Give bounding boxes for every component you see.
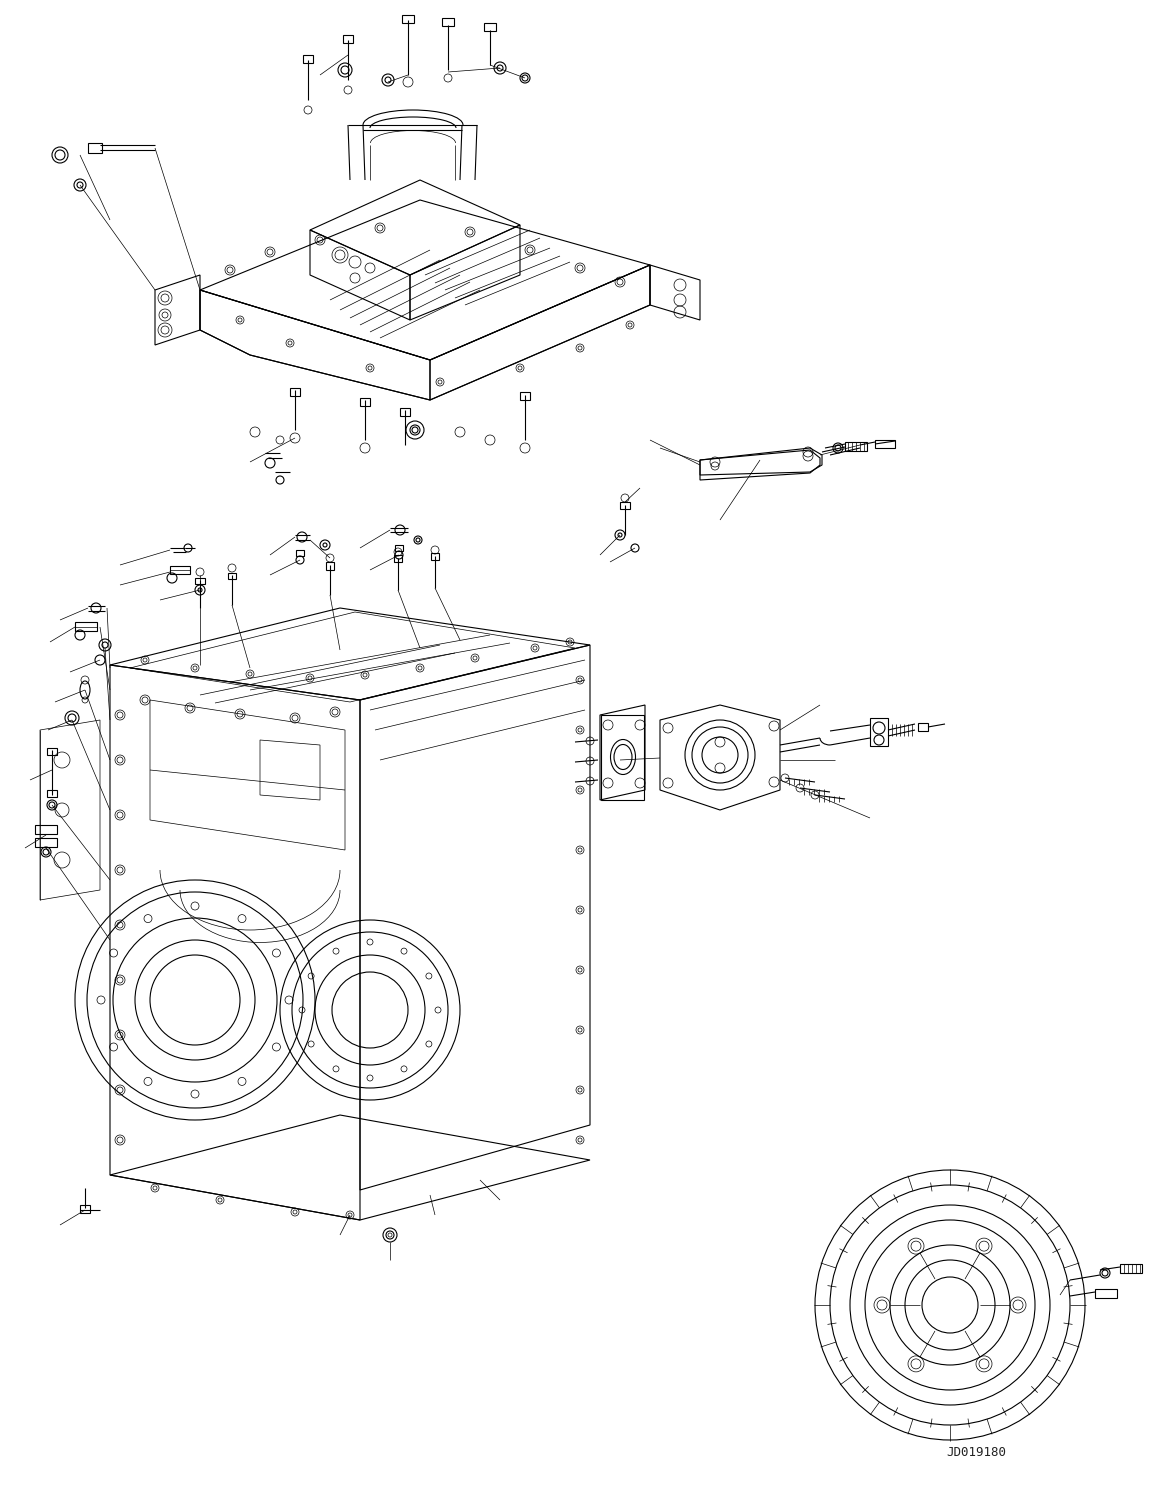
Bar	[432, 554, 439, 560]
Bar	[442, 18, 454, 25]
Bar	[845, 442, 867, 451]
Bar	[35, 839, 57, 847]
Bar	[326, 562, 334, 570]
Bar	[47, 789, 57, 797]
Bar	[600, 715, 644, 800]
Bar	[80, 1206, 90, 1213]
Bar	[88, 143, 102, 154]
Bar	[196, 577, 205, 583]
Bar	[296, 551, 304, 557]
Bar	[75, 622, 97, 631]
Bar	[395, 555, 401, 562]
Bar	[870, 718, 889, 746]
Bar	[303, 55, 314, 63]
Bar	[400, 407, 410, 416]
Bar	[484, 22, 496, 31]
Bar	[918, 724, 928, 731]
Bar	[620, 501, 631, 509]
Bar	[342, 34, 353, 43]
Text: JD019180: JD019180	[946, 1446, 1007, 1459]
Bar	[170, 565, 190, 574]
Bar	[360, 398, 370, 406]
Bar	[395, 545, 403, 551]
Bar	[1120, 1264, 1142, 1273]
Bar	[875, 440, 896, 448]
Bar	[519, 392, 530, 400]
Bar	[47, 747, 57, 755]
Bar	[228, 573, 236, 579]
Bar	[401, 15, 414, 22]
Bar	[290, 388, 300, 395]
Bar	[1095, 1289, 1117, 1298]
Bar	[35, 825, 57, 834]
